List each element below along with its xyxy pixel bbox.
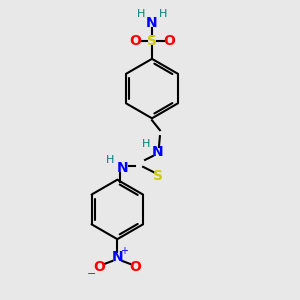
Text: −: − <box>87 269 96 279</box>
Text: N: N <box>112 250 123 264</box>
Text: O: O <box>94 260 105 274</box>
Text: S: S <box>147 34 157 48</box>
Text: S: S <box>153 169 163 183</box>
Text: N: N <box>116 161 128 175</box>
Text: O: O <box>129 260 141 274</box>
Text: N: N <box>146 16 158 30</box>
Text: H: H <box>106 155 115 165</box>
Text: N: N <box>152 145 164 159</box>
Text: H: H <box>137 9 145 19</box>
Text: O: O <box>129 34 141 48</box>
Text: O: O <box>163 34 175 48</box>
Text: +: + <box>120 246 128 256</box>
Text: H: H <box>142 139 150 149</box>
Text: H: H <box>159 9 167 19</box>
